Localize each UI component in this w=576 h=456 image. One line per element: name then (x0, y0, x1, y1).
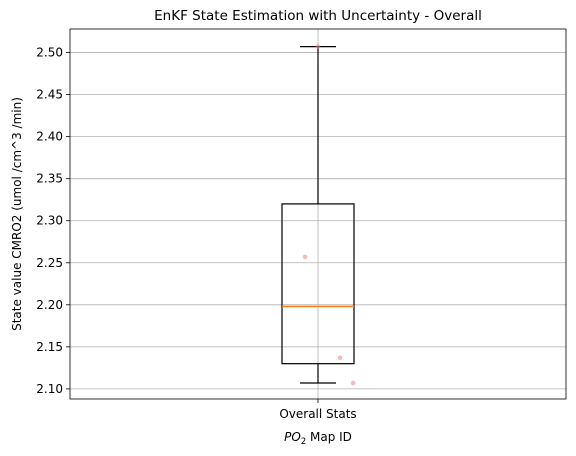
chart-title: EnKF State Estimation with Uncertainty -… (154, 8, 482, 24)
x-axis-label: PO2 Map ID (284, 430, 352, 447)
y-tick-label: 2.45 (36, 88, 63, 102)
axis-layer: 2.10 2.15 2.20 2.25 2.30 2.35 2.40 2.45 2.50 Over… (36, 46, 356, 421)
x-axis-label-rest: Map ID (306, 430, 352, 444)
y-tick-label: 2.30 (36, 214, 63, 228)
data-point (302, 254, 308, 260)
data-layer (281, 44, 356, 386)
y-tick-label: 2.35 (36, 172, 63, 186)
x-axis-label-main: PO (284, 430, 301, 444)
y-tick-label: 2.25 (36, 256, 63, 270)
x-tick-label: Overall Stats (279, 407, 356, 421)
y-tick-label: 2.50 (36, 46, 63, 60)
data-point (337, 355, 343, 361)
y-tick-label: 2.10 (36, 382, 63, 396)
y-tick-label: 2.40 (36, 130, 63, 144)
data-point (315, 44, 321, 49)
y-tick-label: 2.15 (36, 340, 63, 354)
data-point (350, 380, 356, 386)
y-axis-label: State value CMRO2 (umol /cm^3 /min) (10, 97, 24, 331)
x-axis-label-subscript: 2 (301, 437, 306, 447)
iqr-box (281, 203, 355, 365)
y-tick-label: 2.20 (36, 298, 63, 312)
